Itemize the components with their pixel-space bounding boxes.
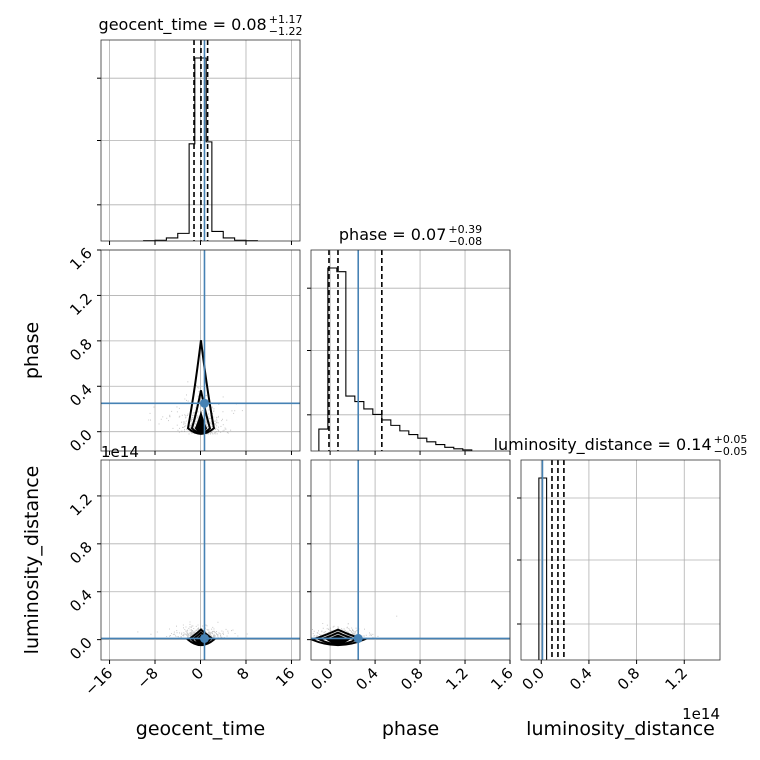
- y-tick-label: 0.8: [66, 538, 96, 568]
- truth-point: [199, 633, 209, 643]
- panel-content: [101, 460, 300, 660]
- x-tick-label: 0: [188, 664, 207, 683]
- panel-title: geocent_time = 0.08 +1.17−1.22: [99, 13, 303, 38]
- x-tick-label: −8: [133, 664, 161, 692]
- panel-title: luminosity_distance = 0.14 +0.05−0.05: [494, 433, 748, 458]
- panel-content: [101, 250, 300, 451]
- sample-points: [312, 615, 398, 639]
- panel-frame: [310, 249, 511, 452]
- y-tick-label: 0.4: [66, 586, 96, 616]
- x-tick-label: 1.2: [661, 664, 691, 694]
- y-tick-label: 0.0: [66, 426, 96, 456]
- x-axis-label: geocent_time: [136, 718, 265, 740]
- x-axis-label: luminosity_distance: [526, 718, 715, 740]
- x-tick-label: 1.2: [442, 664, 472, 694]
- truth-point: [199, 398, 209, 408]
- truth-point: [353, 633, 363, 643]
- panel-frame: [520, 459, 721, 661]
- y-axis-label: luminosity_distance: [21, 466, 43, 655]
- x-tick-label: 0.8: [614, 664, 644, 694]
- sample-points: [148, 381, 243, 435]
- panel-frame: [310, 459, 511, 661]
- x-offset-label: 1e14: [682, 705, 720, 723]
- title-sub: −0.08: [448, 235, 482, 248]
- y-axis-label: phase: [21, 322, 43, 379]
- x-tick-label: 1.6: [487, 664, 517, 694]
- y-tick-label: 0.0: [66, 634, 96, 664]
- x-tick-label: 0.0: [307, 664, 337, 694]
- x-tick-label: 16: [272, 664, 298, 690]
- title-sub: −0.05: [714, 445, 748, 458]
- histogram-phase: [318, 267, 473, 451]
- y-tick-label: 1.2: [66, 490, 96, 520]
- title-sup: +0.05: [714, 433, 748, 446]
- title-sub: −1.22: [269, 25, 303, 38]
- y-offset-label: 1e14: [101, 443, 139, 461]
- y-tick-label: 1.6: [66, 244, 96, 274]
- x-axis-label: phase: [382, 718, 439, 740]
- panel-content: [311, 460, 510, 660]
- y-tick-label: 0.4: [66, 380, 96, 410]
- title-main: geocent_time = 0.08: [99, 15, 267, 35]
- title-sup: +0.39: [448, 223, 482, 236]
- y-tick-label: 0.8: [66, 335, 96, 365]
- title-sup: +1.17: [269, 13, 303, 26]
- x-tick-label: 0.4: [352, 664, 382, 694]
- title-main: phase = 0.07: [339, 225, 446, 244]
- contour: [194, 410, 208, 433]
- x-tick-label: 0.8: [397, 664, 427, 694]
- panel-title: phase = 0.07 +0.39−0.08: [339, 223, 482, 248]
- x-tick-label: −16: [81, 664, 116, 699]
- x-tick-label: 0.4: [566, 664, 596, 694]
- x-tick-label: 8: [233, 664, 252, 683]
- y-tick-label: 1.2: [66, 290, 96, 320]
- title-main: luminosity_distance = 0.14: [494, 435, 712, 455]
- x-tick-label: 0.0: [518, 664, 548, 694]
